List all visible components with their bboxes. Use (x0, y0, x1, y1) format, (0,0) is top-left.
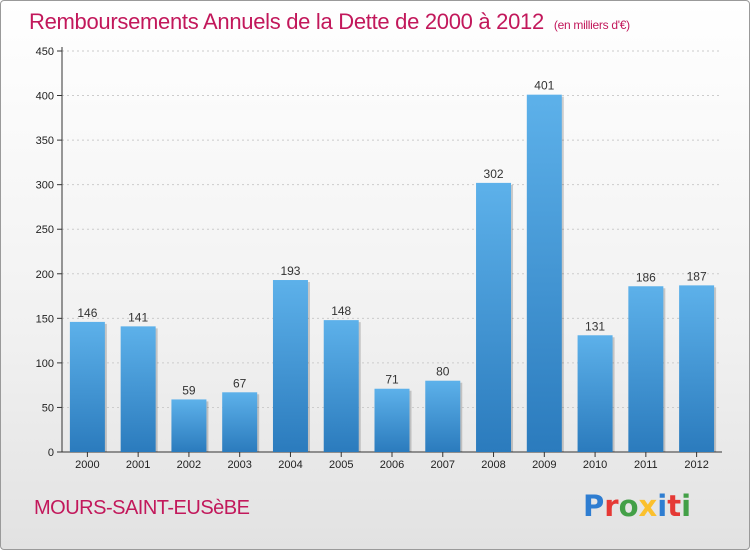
x-tick-label: 2001 (126, 459, 150, 471)
data-label: 186 (636, 270, 656, 284)
data-label: 67 (233, 376, 247, 390)
logo-letter: t (667, 489, 682, 523)
data-label: 71 (385, 373, 399, 387)
x-tick-label: 2007 (431, 459, 455, 471)
proxiti-logo: Proxiti (583, 489, 691, 523)
data-label: 148 (331, 304, 351, 318)
data-label: 146 (77, 306, 97, 320)
bar (272, 280, 308, 452)
x-tick-label: 2006 (380, 459, 404, 471)
x-tick-label: 2009 (532, 459, 556, 471)
x-tick-label: 2002 (177, 459, 201, 471)
bar (476, 182, 512, 452)
x-tick-label: 2012 (684, 459, 708, 471)
bar (526, 94, 562, 453)
bar (374, 388, 410, 452)
x-tick-label: 2000 (75, 459, 99, 471)
y-tick-label: 200 (36, 269, 54, 281)
x-tick-label: 2011 (634, 459, 658, 471)
y-tick-label: 0 (48, 447, 54, 459)
data-label: 141 (128, 310, 148, 324)
y-tick-label: 450 (36, 46, 54, 58)
bar (69, 321, 105, 452)
data-label: 302 (484, 167, 504, 181)
logo-letter: x (638, 489, 658, 523)
data-label: 131 (585, 319, 605, 333)
y-tick-label: 400 (36, 91, 54, 103)
x-tick-label: 2010 (583, 459, 607, 471)
x-tick-label: 2005 (329, 459, 353, 471)
y-tick-label: 300 (36, 180, 54, 192)
logo-letter: P (583, 489, 605, 523)
bar (323, 320, 359, 452)
bar (679, 285, 715, 452)
bar (222, 392, 258, 452)
logo-letter: i (657, 489, 668, 523)
logo-letter: o (618, 489, 639, 523)
bar (120, 326, 156, 452)
y-tick-label: 250 (36, 224, 54, 236)
data-label: 401 (534, 79, 554, 93)
logo-letter: i (681, 489, 692, 523)
bar (425, 380, 461, 452)
x-tick-label: 2003 (227, 459, 251, 471)
title-text: Remboursements Annuels de la Dette de 20… (29, 9, 544, 34)
x-tick-label: 2004 (278, 459, 302, 471)
y-tick-label: 100 (36, 358, 54, 370)
logo-letter: r (604, 489, 619, 523)
data-label: 193 (280, 264, 300, 278)
y-tick-label: 50 (42, 402, 54, 414)
commune-name: MOURS-SAINT-EUSèBE (34, 497, 250, 519)
bar (171, 399, 207, 452)
y-tick-label: 350 (36, 135, 54, 147)
chart-title: Remboursements Annuels de la Dette de 20… (29, 9, 630, 35)
x-tick-label: 2008 (481, 459, 505, 471)
bar (577, 335, 613, 452)
data-label: 187 (687, 269, 707, 283)
data-label: 59 (182, 383, 196, 397)
data-label: 80 (436, 365, 450, 379)
y-tick-label: 150 (36, 313, 54, 325)
unit-label: (en milliers d'€) (553, 18, 630, 32)
bar (628, 286, 664, 452)
